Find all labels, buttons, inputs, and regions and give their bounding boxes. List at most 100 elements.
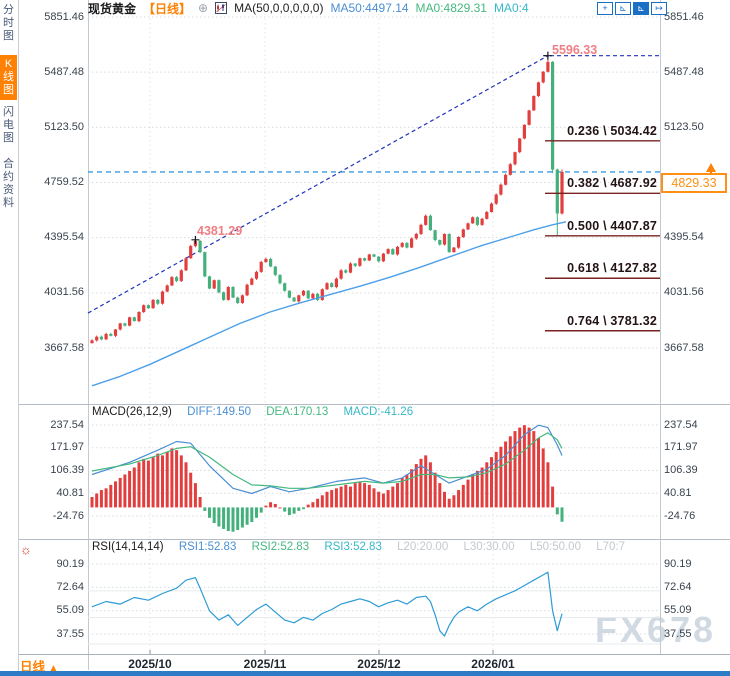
macd-bar (480, 467, 484, 508)
candle-body (109, 333, 113, 336)
macd-bar (240, 507, 244, 528)
candle-body (348, 263, 353, 273)
macd-macd-value: MACD:-41.26 (343, 406, 414, 418)
period-selector[interactable]: 日线 ▲ (20, 656, 58, 675)
macd-bar (189, 472, 193, 508)
macd-bar (508, 436, 512, 508)
candle-body (513, 152, 517, 165)
candle-body (433, 230, 437, 241)
candle-body (231, 287, 235, 298)
candle-body (165, 285, 169, 292)
candles-layer (90, 55, 564, 344)
candle-body (480, 218, 484, 225)
chart-title-bar: 现货黄金 【日线】 ⊕ MA(50,0,0,0,0,0) MA50:4497.1… (88, 1, 529, 16)
macd-bar (518, 427, 522, 508)
macd-bar (353, 483, 357, 508)
ma-settings-label: MA(50,0,0,0,0,0) (234, 1, 324, 15)
ma50-value: MA50:4497.14 (330, 1, 409, 15)
macd-bar (104, 488, 108, 508)
axis-zoom-icon[interactable]: ⊾ (615, 2, 631, 15)
macd-dea-line (91, 432, 563, 489)
macd-bar (193, 483, 197, 508)
macd-bar (363, 483, 367, 508)
candle-body (203, 252, 207, 277)
bottom-blue-bar (0, 671, 730, 676)
sidebar-tab-kline-chart[interactable]: K线图 (0, 55, 17, 100)
candle-body (273, 266, 277, 275)
candle-body (489, 203, 494, 212)
candle-body (283, 283, 287, 291)
candle-body (442, 233, 447, 245)
exit-chart-icon[interactable]: ↦ (651, 2, 667, 15)
candle-body (353, 263, 357, 266)
macd-header: MACD(26,12,9) DIFF:149.50 DEA:170.13 MAC… (92, 406, 425, 418)
macd-bar (161, 455, 164, 508)
sidebar-tab-contract-info[interactable]: 合约资料 (3, 158, 14, 209)
peak-cross-marker (191, 235, 200, 244)
candle-body (175, 277, 179, 281)
macd-bar (433, 472, 437, 508)
candle-body (207, 276, 212, 289)
candle-body (424, 215, 428, 225)
candle-body (236, 297, 240, 303)
rsi-l70: L70:7 (596, 541, 625, 553)
macd-bar (546, 462, 550, 508)
indicator-settings-icon[interactable]: ☼ (20, 542, 32, 557)
sidebar-tab-lightning-chart[interactable]: 闪电图 (3, 106, 14, 144)
candle-body (278, 274, 282, 284)
macd-bar (349, 486, 352, 508)
macd-bar (334, 488, 338, 508)
candle-body (546, 61, 550, 72)
candle-body (104, 333, 108, 340)
candle-body (316, 293, 320, 300)
candle-body (541, 71, 545, 83)
macd-bar (532, 431, 536, 508)
macd-bar (367, 484, 371, 508)
macd-params: MACD(26,12,9) (92, 406, 172, 418)
macd-bar (170, 448, 174, 508)
candle-body (410, 238, 414, 248)
candle-body (414, 233, 418, 239)
macd-bar (90, 497, 94, 508)
candle-body (522, 124, 526, 139)
macd-bar (179, 455, 183, 508)
macd-bar (297, 507, 301, 511)
crosshair-tool-icon[interactable]: + (597, 2, 613, 15)
macd-bar (175, 450, 179, 508)
macd-bar (396, 483, 399, 508)
macd-bar (551, 486, 555, 508)
macd-bar (165, 451, 169, 508)
candle-body (381, 253, 385, 262)
macd-bar (114, 481, 117, 508)
macd-bar (461, 484, 465, 508)
candle-body (99, 336, 103, 340)
sidebar-tab-time-chart[interactable]: 分时图 (3, 4, 14, 42)
macd-bar (443, 491, 446, 508)
candle-body (269, 258, 273, 267)
macd-bar (287, 507, 291, 516)
macd-bar (344, 484, 348, 508)
candle-body (179, 270, 183, 281)
macd-diff-line (91, 424, 563, 495)
macd-bar (475, 470, 479, 508)
macd-bar (250, 507, 254, 522)
candle-body (471, 217, 475, 224)
axis-zoom-active-icon[interactable]: ⊾ (633, 2, 649, 15)
macd-bar (522, 425, 526, 508)
candle-body (142, 305, 146, 313)
macd-bar (137, 462, 141, 508)
candle-body (419, 224, 423, 234)
candle-body (311, 293, 315, 299)
candle-body (428, 215, 432, 231)
macd-bar (184, 462, 188, 508)
macd-bar (292, 507, 296, 514)
macd-bar (231, 507, 235, 532)
macd-bar (410, 469, 414, 508)
macd-bar (311, 502, 315, 508)
candle-body (391, 249, 395, 255)
candle-body (475, 217, 479, 225)
add-indicator-icon[interactable]: ⊕ (198, 1, 209, 15)
candle-body (198, 240, 202, 253)
candle-body (363, 258, 367, 261)
